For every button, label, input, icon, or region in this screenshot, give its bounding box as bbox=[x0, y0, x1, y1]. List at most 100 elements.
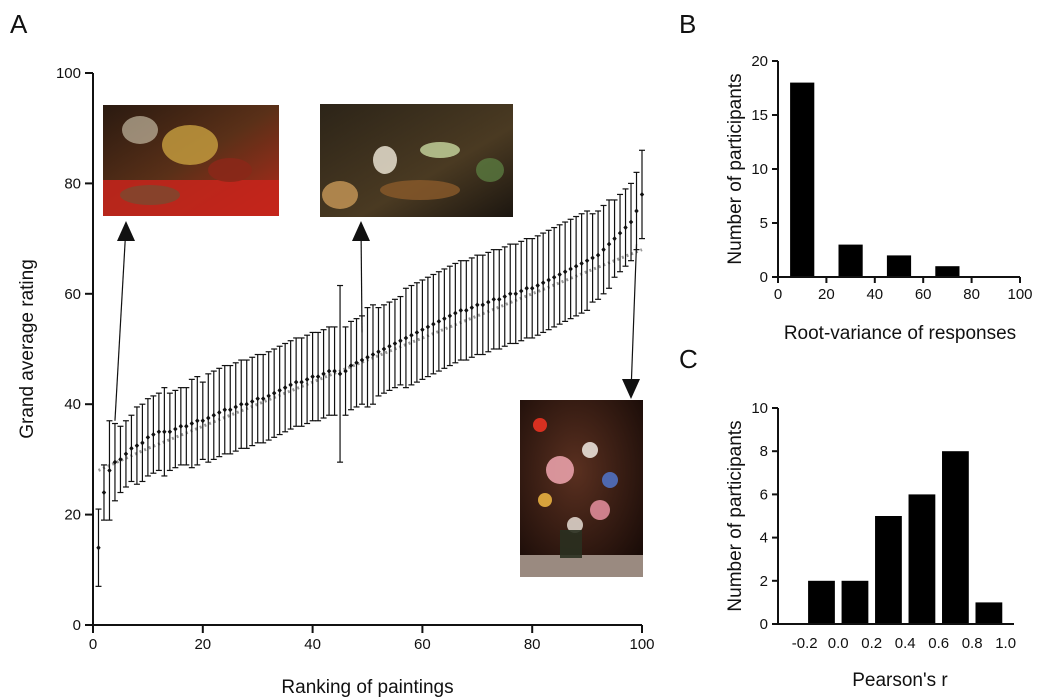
diamond-marker bbox=[370, 351, 376, 358]
diamond-marker bbox=[612, 236, 617, 242]
diamond-marker bbox=[442, 316, 447, 322]
x-tick-label: 40 bbox=[304, 636, 321, 653]
diamond-marker bbox=[145, 434, 151, 440]
x-tick-label: 0.6 bbox=[928, 635, 949, 652]
data-point bbox=[622, 188, 629, 267]
data-point bbox=[545, 229, 552, 331]
histogram-bar bbox=[935, 266, 960, 277]
data-point bbox=[122, 420, 129, 488]
diamond-marker bbox=[282, 385, 288, 391]
diamond-marker bbox=[140, 440, 145, 446]
diamond-marker bbox=[557, 271, 562, 278]
diamond-marker bbox=[392, 340, 398, 347]
x-tick-label: 1.0 bbox=[995, 635, 1016, 652]
y-axis-label: Number of participants bbox=[725, 73, 746, 264]
diamond-marker bbox=[244, 401, 249, 407]
y-tick-label: 0 bbox=[760, 269, 768, 286]
diamond-marker bbox=[480, 302, 485, 308]
y-tick-label: 20 bbox=[751, 53, 768, 70]
diamond-marker bbox=[134, 443, 140, 449]
diamond-marker bbox=[206, 415, 211, 421]
data-point bbox=[353, 318, 360, 408]
data-point bbox=[260, 353, 267, 444]
arrowhead bbox=[622, 379, 640, 399]
diamond-marker bbox=[639, 191, 645, 198]
diamond-marker bbox=[381, 346, 387, 352]
y-tick-label: 10 bbox=[751, 400, 768, 417]
data-point bbox=[271, 348, 278, 438]
x-tick-label: 100 bbox=[629, 636, 654, 653]
data-point bbox=[540, 232, 547, 334]
data-point bbox=[567, 218, 574, 320]
data-point bbox=[424, 276, 431, 378]
arrowhead bbox=[117, 221, 135, 241]
panel-a-chart: 0 20 40 60 80 100 0 20 40 60 80 100 Ranking of paint… bbox=[17, 65, 655, 698]
y-tick-label: 0 bbox=[760, 616, 768, 633]
y-tick-label: 80 bbox=[64, 175, 81, 192]
diamond-marker bbox=[239, 401, 244, 407]
diamond-marker bbox=[398, 338, 403, 344]
data-point bbox=[221, 364, 228, 455]
diamond-marker bbox=[524, 285, 529, 291]
data-point bbox=[518, 240, 525, 342]
x-tick-label: 60 bbox=[414, 636, 431, 653]
x-tick-label: 80 bbox=[963, 286, 980, 303]
data-point bbox=[474, 254, 481, 356]
arrow-to-painting-2 bbox=[357, 224, 366, 333]
x-tick-label: 40 bbox=[866, 286, 883, 303]
data-point bbox=[496, 249, 503, 350]
diamond-marker bbox=[535, 282, 540, 289]
diamond-marker bbox=[590, 255, 595, 261]
data-point bbox=[265, 351, 272, 441]
y-tick-label: 2 bbox=[760, 573, 768, 590]
x-tick-label: 60 bbox=[915, 286, 932, 303]
diamond-marker bbox=[606, 241, 612, 247]
diamond-marker bbox=[217, 409, 222, 416]
diamond-marker bbox=[453, 310, 458, 316]
data-point bbox=[315, 331, 322, 422]
histogram-bar bbox=[838, 244, 863, 277]
diamond-marker bbox=[101, 489, 107, 496]
diamond-marker bbox=[475, 302, 480, 308]
diamond-marker bbox=[579, 260, 584, 267]
histogram-bar bbox=[841, 580, 869, 624]
data-point bbox=[188, 378, 195, 469]
diamond-marker bbox=[156, 429, 162, 435]
data-point bbox=[183, 387, 190, 466]
painting-flower-bouquet bbox=[520, 400, 643, 577]
diamond-marker bbox=[118, 456, 123, 462]
diamond-marker bbox=[530, 285, 535, 291]
x-tick-label: 100 bbox=[1007, 286, 1032, 303]
diamond-marker bbox=[321, 371, 326, 377]
x-tick-label: -0.2 bbox=[792, 635, 818, 652]
panel-label-b: B bbox=[679, 9, 696, 39]
data-point bbox=[391, 298, 398, 389]
data-point bbox=[254, 353, 261, 444]
painting-still-life-vegetables bbox=[320, 104, 513, 217]
data-point bbox=[529, 238, 536, 339]
diamond-marker bbox=[497, 296, 502, 302]
histogram-bar bbox=[808, 580, 835, 624]
x-tick-label: 0 bbox=[774, 286, 782, 303]
data-point bbox=[485, 251, 492, 353]
data-point bbox=[293, 337, 300, 427]
x-axis-label: Pearson's r bbox=[852, 670, 948, 691]
histogram-bar bbox=[975, 602, 1003, 624]
data-point bbox=[337, 284, 344, 463]
data-point bbox=[287, 340, 294, 430]
data-point bbox=[457, 260, 464, 361]
data-point bbox=[282, 342, 289, 433]
data-point bbox=[501, 246, 508, 347]
diamond-marker bbox=[573, 263, 579, 269]
diamond-marker bbox=[508, 291, 513, 297]
data-point bbox=[172, 389, 179, 469]
data-point bbox=[633, 171, 640, 251]
data-point bbox=[243, 359, 250, 449]
data-point bbox=[304, 334, 311, 425]
y-tick-label: 20 bbox=[64, 507, 81, 524]
data-point bbox=[128, 414, 135, 483]
x-axis-label: Ranking of paintings bbox=[281, 677, 453, 698]
diamond-marker bbox=[167, 429, 173, 435]
histogram-bar bbox=[908, 494, 936, 624]
diamond-marker bbox=[354, 360, 359, 366]
